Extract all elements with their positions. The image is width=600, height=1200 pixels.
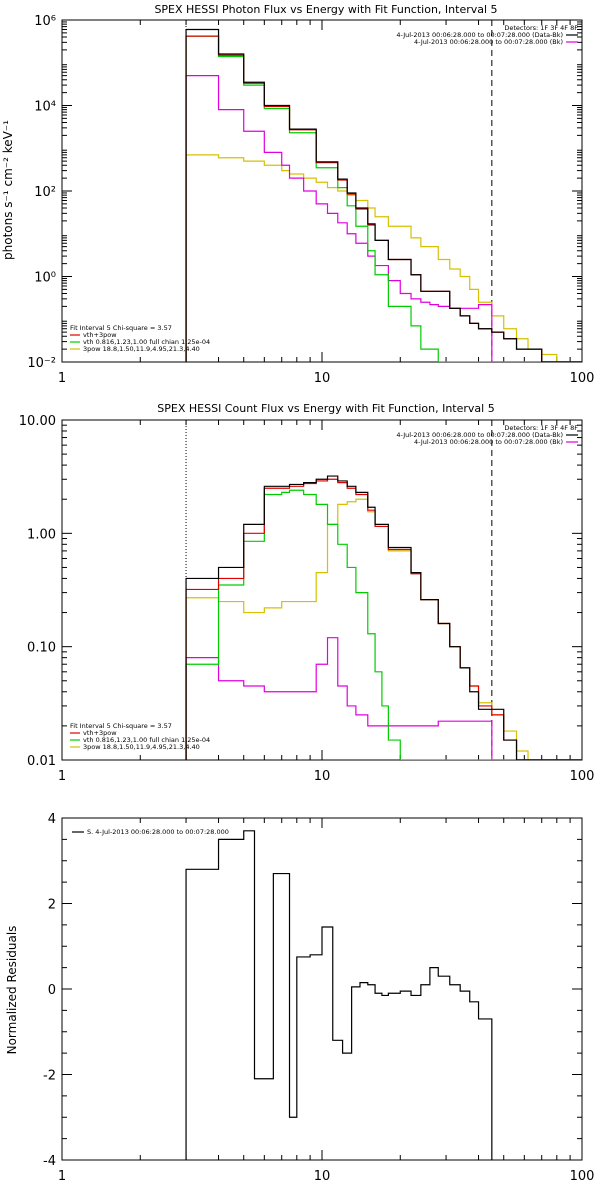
count-flux-fit-legend-entry: 3pow 18.8,1.50,11.9,4.95,21.3,4.40 — [83, 743, 200, 751]
photon-flux-fit-legend-heading: Fit Interval 5 Chi-square = 3.57 — [70, 324, 172, 332]
residuals-y-tick-label: 2 — [48, 898, 56, 913]
photon-flux-fit-legend-entry: 3pow 18.8,1.50,11.9,4.95,21.3,4.40 — [83, 345, 200, 353]
photon-flux-title: SPEX HESSI Photon Flux vs Energy with Fi… — [154, 3, 497, 16]
count-flux-series-data — [185, 475, 582, 760]
count-flux-title: SPEX HESSI Count Flux vs Energy with Fit… — [157, 402, 494, 415]
count-flux-x-tick-label: 1 — [58, 769, 66, 784]
count-flux-x-tick-label: 10 — [314, 769, 331, 784]
count-flux-fit-legend-entry: vth+3pow — [83, 729, 117, 737]
photon-flux-y-tick-label: 10⁶ — [34, 14, 56, 29]
photon-flux-legend-entry: 4-Jul-2013 00:06:28.000 to 00:07:28.000 … — [396, 31, 563, 39]
residuals-series-s — [185, 830, 493, 1160]
photon-flux-y-tick-label: 10⁻² — [27, 356, 56, 371]
count-flux-y-tick-label: 0.01 — [27, 754, 56, 769]
photon-flux-x-tick-label: 1 — [58, 371, 66, 386]
photon-flux-y-tick-label: 10⁰ — [34, 271, 56, 286]
photon-flux-fit-legend-entry: vth 0.816,1.23,1.00 full chian 1.25e-04 — [83, 338, 210, 346]
photon-flux-legend-entry: 4-Jul-2013 00:06:28.000 to 00:07:28.000 … — [414, 38, 563, 46]
count-flux-panel: SPEX HESSI Count Flux vs Energy with Fit… — [19, 402, 595, 784]
photon-flux-series-bk — [185, 75, 582, 362]
residuals-x-tick-label: 1 — [58, 1169, 66, 1184]
residuals-panel: Normalized Residuals 1 10 100 -4 -2 0 2 4 S. 4-J… — [5, 812, 594, 1184]
photon-flux-y-tick-label: 10⁴ — [34, 100, 56, 115]
photon-flux-x-tick-label: 100 — [570, 371, 595, 386]
photon-flux-series-data — [185, 28, 582, 362]
residuals-legend-entry: S. 4-Jul-2013 00:06:28.000 to 00:07:28.0… — [87, 828, 229, 836]
photon-flux-fit-legend-entry: vth+3pow — [83, 331, 117, 339]
residuals-y-tick-label: -2 — [43, 1069, 56, 1084]
residuals-y-tick-label: 4 — [48, 812, 56, 827]
count-flux-legend-entry: 4-Jul-2013 00:06:28.000 to 00:07:28.000 … — [414, 438, 563, 446]
count-flux-series-bk — [185, 637, 582, 760]
residuals-y-axis-label: Normalized Residuals — [5, 926, 19, 1055]
count-flux-y-tick-label: 10.00 — [19, 414, 56, 429]
count-flux-y-tick-label: 0.10 — [27, 641, 56, 656]
count-flux-y-tick-label: 1.00 — [27, 527, 56, 542]
photon-flux-y-tick-label: 10² — [34, 185, 56, 200]
count-flux-legend-entry: 4-Jul-2013 00:06:28.000 to 00:07:28.000 … — [396, 431, 563, 439]
photon-flux-legend-heading: Detectors: 1F 3F 4F 8F — [504, 24, 578, 32]
residuals-y-tick-label: 0 — [48, 983, 56, 998]
photon-flux-series-3pow — [185, 154, 582, 362]
count-flux-fit-legend-heading: Fit Interval 5 Chi-square = 3.57 — [70, 722, 172, 730]
photon-flux-y-axis-label: photons s⁻¹ cm⁻² keV⁻¹ — [1, 120, 15, 260]
count-flux-legend-heading: Detectors: 1F 3F 4F 8F — [504, 424, 578, 432]
count-flux-fit-legend-entry: vth 0.816,1.23,1.00 full chian 1.25e-04 — [83, 736, 210, 744]
count-flux-x-tick-label: 100 — [570, 769, 595, 784]
residuals-x-tick-label: 10 — [314, 1169, 331, 1184]
photon-flux-x-tick-label: 10 — [314, 371, 331, 386]
photon-flux-panel: SPEX HESSI Photon Flux vs Energy with Fi… — [1, 3, 594, 386]
residuals-y-tick-label: -4 — [43, 1154, 56, 1169]
residuals-x-tick-label: 100 — [570, 1169, 595, 1184]
